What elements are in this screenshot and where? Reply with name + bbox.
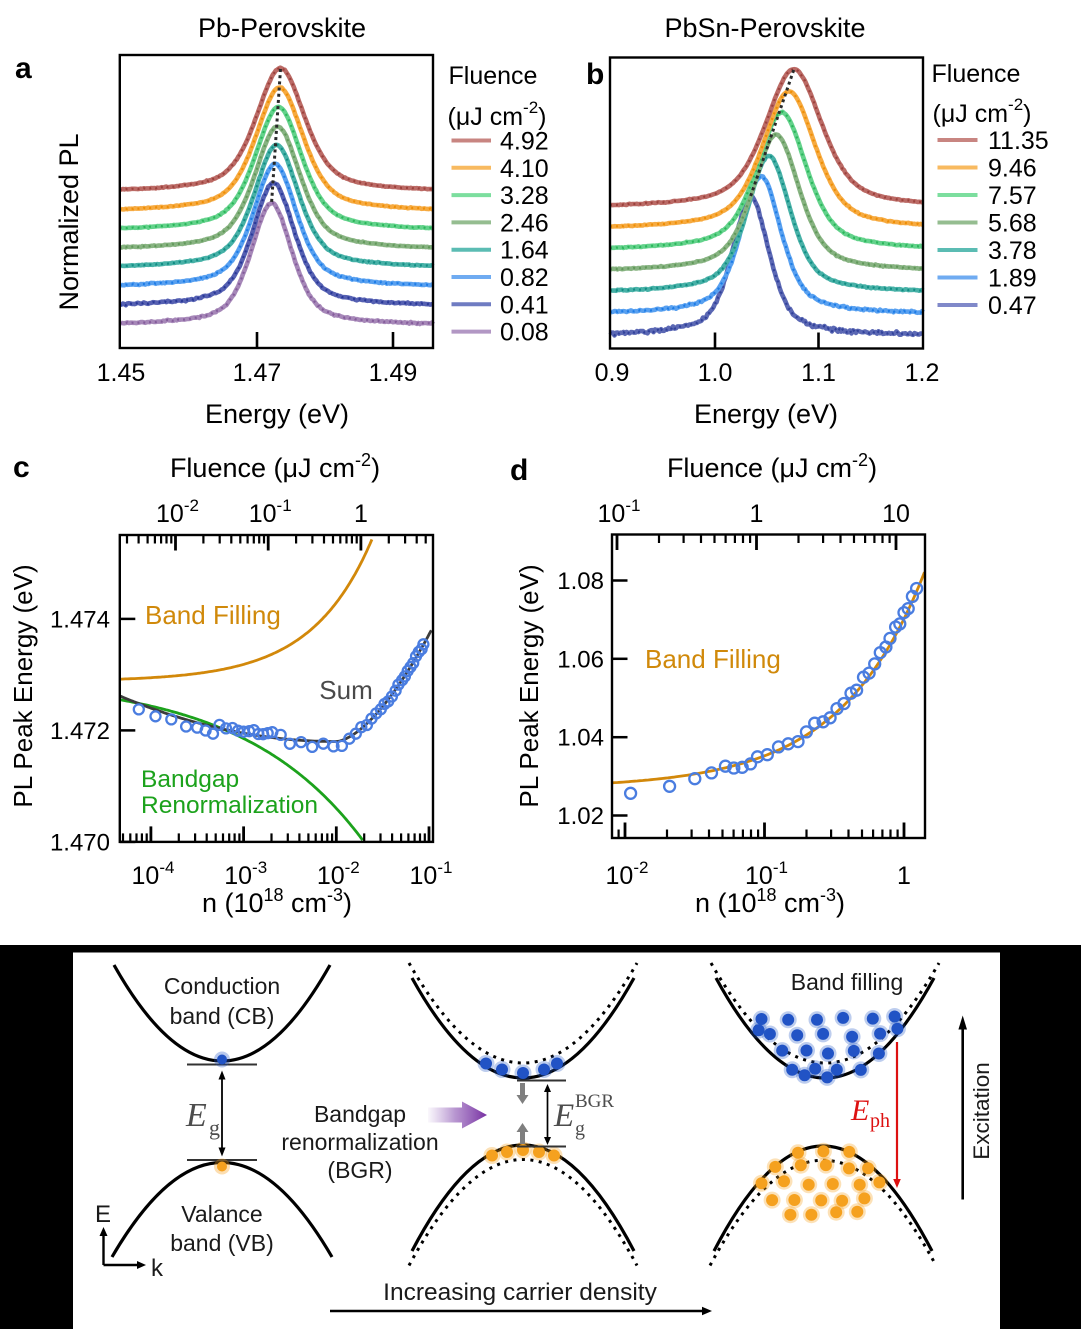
svg-text:n (1018 cm-3): n (1018 cm-3): [202, 885, 352, 918]
svg-text:g: g: [575, 1118, 585, 1140]
svg-text:Conduction: Conduction: [164, 973, 280, 999]
svg-text:PbSn-Perovskite: PbSn-Perovskite: [664, 13, 865, 43]
svg-text:3.28: 3.28: [500, 182, 549, 210]
svg-text:10-4: 10-4: [132, 858, 175, 890]
svg-text:1.1: 1.1: [801, 359, 836, 387]
svg-text:1.474: 1.474: [50, 606, 110, 633]
svg-text:E: E: [553, 1098, 574, 1134]
svg-text:PL Peak Energy (eV): PL Peak Energy (eV): [514, 564, 544, 807]
svg-text:1: 1: [750, 500, 764, 528]
svg-text:1.0: 1.0: [698, 359, 733, 387]
svg-text:9.46: 9.46: [988, 155, 1037, 183]
svg-text:d: d: [510, 454, 528, 487]
svg-text:1.49: 1.49: [369, 359, 418, 387]
svg-text:1: 1: [897, 862, 911, 890]
svg-text:0.47: 0.47: [988, 292, 1037, 320]
svg-text:4.92: 4.92: [500, 128, 549, 156]
svg-text:Band filling: Band filling: [791, 969, 904, 995]
svg-text:0.9: 0.9: [595, 359, 630, 387]
svg-text:Pb-Perovskite: Pb-Perovskite: [198, 13, 366, 43]
svg-text:1.08: 1.08: [557, 568, 604, 595]
svg-text:3.78: 3.78: [988, 237, 1037, 265]
svg-text:1.472: 1.472: [50, 718, 110, 745]
svg-text:7.57: 7.57: [988, 182, 1037, 210]
svg-text:Fluence: Fluence: [932, 60, 1021, 88]
svg-text:PL Peak Energy (eV): PL Peak Energy (eV): [8, 564, 38, 807]
svg-text:1: 1: [354, 500, 368, 528]
svg-text:10-1: 10-1: [249, 496, 292, 528]
svg-text:1.64: 1.64: [500, 237, 549, 265]
svg-text:k: k: [151, 1255, 164, 1282]
svg-text:1.89: 1.89: [988, 265, 1037, 293]
svg-text:renormalization: renormalization: [281, 1129, 438, 1155]
svg-text:1.45: 1.45: [97, 359, 146, 387]
svg-text:10-2: 10-2: [317, 858, 360, 890]
svg-text:0.08: 0.08: [500, 319, 549, 347]
svg-text:1.06: 1.06: [557, 646, 604, 673]
svg-text:Normalized PL: Normalized PL: [54, 133, 84, 310]
svg-text:5.68: 5.68: [988, 210, 1037, 238]
svg-text:g: g: [209, 1115, 220, 1140]
svg-text:a: a: [15, 52, 32, 85]
svg-text:4.10: 4.10: [500, 155, 549, 183]
svg-text:0.41: 0.41: [500, 291, 549, 319]
svg-text:ph: ph: [870, 1110, 890, 1132]
svg-text:Fluence (μJ cm-2): Fluence (μJ cm-2): [667, 450, 877, 483]
svg-text:1.02: 1.02: [557, 803, 604, 830]
svg-text:Sum: Sum: [319, 675, 372, 705]
svg-text:Band Filling: Band Filling: [645, 644, 781, 674]
svg-text:(μJ cm-2): (μJ cm-2): [933, 95, 1032, 128]
svg-text:band (CB): band (CB): [170, 1003, 275, 1029]
svg-text:Fluence (μJ cm-2): Fluence (μJ cm-2): [170, 450, 380, 483]
svg-text:E: E: [95, 1201, 111, 1228]
svg-text:11.35: 11.35: [988, 127, 1049, 155]
svg-text:Energy (eV): Energy (eV): [205, 399, 349, 429]
svg-text:1.470: 1.470: [50, 829, 110, 856]
svg-text:10: 10: [882, 500, 910, 528]
svg-text:BGR: BGR: [575, 1091, 614, 1112]
svg-text:Excitation: Excitation: [969, 1062, 994, 1160]
svg-text:0.82: 0.82: [500, 264, 549, 292]
svg-text:c: c: [13, 451, 30, 484]
svg-text:2.46: 2.46: [500, 209, 549, 237]
svg-text:1.2: 1.2: [905, 359, 940, 387]
svg-text:band (VB): band (VB): [170, 1230, 274, 1256]
svg-text:Bandgap: Bandgap: [141, 766, 239, 793]
svg-text:E: E: [850, 1094, 869, 1127]
svg-text:Band Filling: Band Filling: [145, 600, 281, 630]
svg-text:Increasing carrier density: Increasing carrier density: [383, 1279, 657, 1306]
svg-text:10-2: 10-2: [606, 858, 649, 890]
svg-text:Bandgap: Bandgap: [314, 1101, 406, 1127]
svg-text:(BGR): (BGR): [327, 1157, 392, 1183]
svg-text:E: E: [185, 1097, 207, 1134]
svg-text:Renormalization: Renormalization: [141, 792, 318, 819]
svg-text:1.47: 1.47: [233, 359, 282, 387]
svg-text:1.04: 1.04: [557, 725, 604, 752]
svg-text:Energy (eV): Energy (eV): [694, 399, 838, 429]
svg-text:Valance: Valance: [181, 1201, 262, 1227]
svg-text:b: b: [586, 58, 604, 91]
svg-text:Fluence: Fluence: [449, 62, 538, 90]
